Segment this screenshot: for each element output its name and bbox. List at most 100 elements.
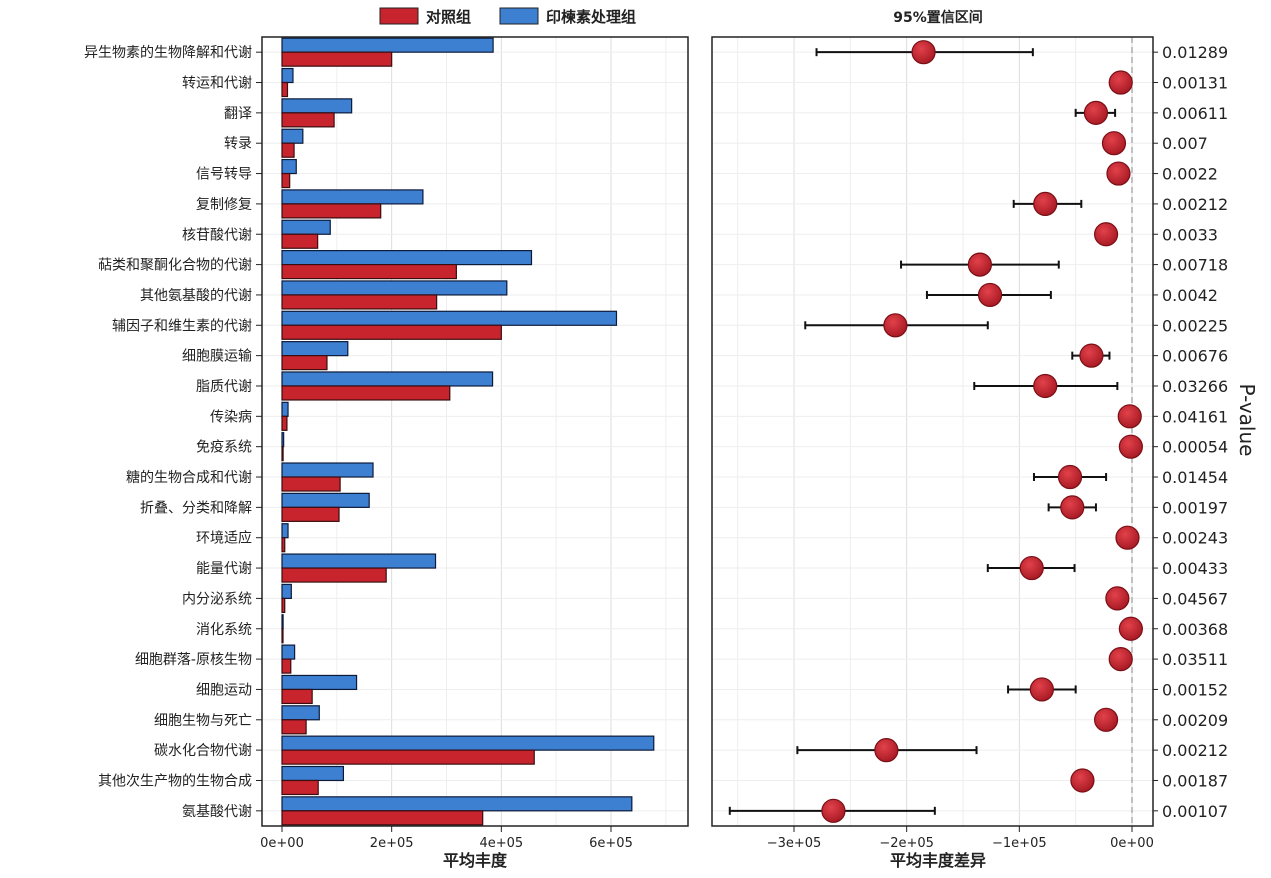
legend-label-control: 对照组 — [426, 8, 471, 26]
category-label: 传染病 — [210, 409, 252, 425]
bar-treatment — [281, 644, 296, 660]
bar-control — [281, 446, 284, 462]
bar-panel: 异生物素的生物降解和代谢转运和代谢翻译转录信号转导复制修复核苷酸代谢萜类和聚酮化… — [84, 36, 689, 870]
bar-x-tick-label: 4e+05 — [479, 836, 523, 851]
ci-mean-point — [1070, 768, 1095, 793]
bar-treatment — [281, 765, 345, 782]
ci-mean-point — [883, 313, 908, 338]
p-value-label: 0.00611 — [1162, 104, 1228, 123]
bar-treatment — [281, 98, 353, 114]
ci-x-tick-label: −1e+05 — [992, 836, 1047, 851]
ci-mean-point — [1033, 191, 1058, 217]
category-label: 细胞群落-原核生物 — [135, 652, 252, 668]
ci-mean-point — [1079, 343, 1104, 368]
p-value-label: 0.00718 — [1162, 256, 1228, 275]
p-value-labels: 0.01289 0.00131 0.00611 0.007 0.0022 0.00212 0… — [1153, 43, 1228, 821]
bar-treatment — [281, 553, 437, 569]
bar-control — [281, 81, 289, 98]
bar-treatment — [281, 189, 424, 205]
bar-treatment — [281, 371, 494, 387]
bar-treatment — [281, 462, 374, 478]
legend-swatch-control — [379, 7, 419, 25]
p-value-label: 0.00676 — [1162, 347, 1228, 366]
bar-treatment — [281, 614, 284, 630]
category-label: 信号转导 — [196, 167, 252, 183]
legend-label-treatment: 印楝素处理组 — [546, 8, 636, 26]
category-label: 辅因子和维生素的代谢 — [112, 318, 252, 334]
ci-x-axis: −3e+05 −2e+05 −1e+05 0e+00 — [767, 826, 1154, 851]
bar-control — [281, 628, 284, 644]
bar-treatment — [281, 310, 618, 326]
bar-treatment — [281, 432, 285, 448]
p-value-label: 0.00433 — [1162, 559, 1228, 578]
category-label: 细胞生物与死亡 — [154, 713, 252, 729]
p-value-label: 0.01454 — [1162, 468, 1228, 487]
bar-control — [281, 385, 451, 401]
ci-mean-point — [1057, 464, 1083, 490]
p-value-label: 0.01289 — [1162, 43, 1228, 62]
ci-mean-point — [967, 252, 993, 277]
p-value-axis-label: P-value — [1235, 384, 1259, 457]
category-label: 核苷酸代谢 — [182, 227, 252, 243]
bar-control — [281, 233, 319, 249]
bar-treatment — [281, 37, 494, 53]
category-label: 能量代谢 — [196, 561, 252, 577]
bar-treatment — [281, 401, 289, 417]
p-value-label: 0.0033 — [1162, 225, 1218, 244]
bar-treatment — [281, 158, 297, 175]
bar-control — [281, 415, 288, 431]
p-value-label: 0.0042 — [1162, 286, 1218, 305]
p-value-label: 0.00054 — [1162, 438, 1228, 457]
ci-mean-point — [1108, 70, 1133, 95]
category-label: 内分泌系统 — [182, 591, 252, 607]
bar-panel-frame — [261, 36, 689, 827]
p-value-label: 0.04161 — [1162, 407, 1228, 426]
ci-x-axis-label: 平均丰度差异 — [890, 851, 986, 870]
bar-control — [281, 112, 335, 128]
bar-control — [281, 142, 295, 158]
p-value-label: 0.00152 — [1162, 680, 1228, 699]
bar-control — [281, 779, 319, 796]
ci-mean-point — [1060, 495, 1085, 520]
bar-control — [281, 355, 328, 371]
category-label: 其他氨基酸的代谢 — [140, 287, 252, 304]
bar-control — [281, 597, 286, 614]
legend-swatch-treatment — [499, 7, 539, 25]
bar-treatment — [281, 796, 633, 812]
bar-treatment — [281, 341, 349, 357]
bar-control — [281, 537, 286, 553]
ci-mean-point — [1105, 586, 1130, 611]
category-label: 复制修复 — [196, 196, 252, 213]
p-value-label: 0.00212 — [1162, 195, 1228, 214]
category-labels: 异生物素的生物降解和代谢转运和代谢翻译转录信号转导复制修复核苷酸代谢萜类和聚酮化… — [84, 45, 262, 820]
bar-x-axis: 0e+00 2e+05 4e+05 6e+05 — [260, 826, 633, 851]
bar-treatment — [281, 523, 289, 539]
p-value-label: 0.00107 — [1162, 802, 1228, 821]
bar-control — [281, 658, 292, 674]
bar-control — [281, 749, 535, 765]
ci-mean-point — [977, 282, 1003, 308]
ci-mean-point — [1093, 222, 1119, 247]
bar-x-tick-label: 0e+00 — [260, 836, 304, 851]
bar-treatment — [281, 280, 508, 296]
ci-x-tick-label: −2e+05 — [879, 836, 934, 851]
bar-control — [281, 294, 438, 310]
bar-control — [281, 567, 387, 583]
ci-panel-title: 95%置信区间 — [893, 9, 983, 26]
category-label: 翻译 — [224, 106, 252, 122]
ci-mean-point — [1118, 616, 1143, 641]
category-label: 脂质代谢 — [196, 379, 252, 395]
legend: 对照组 印楝素处理组 — [379, 7, 636, 26]
bar-control — [281, 203, 382, 219]
category-label: 萜类和聚酮化合物的代谢 — [98, 258, 252, 274]
bar-treatment — [281, 128, 304, 144]
bar-treatment — [281, 735, 655, 751]
category-label: 折叠、分类和降解 — [140, 500, 252, 516]
ci-x-tick-label: −3e+05 — [767, 836, 822, 851]
category-label: 细胞运动 — [196, 682, 252, 698]
bar-control — [281, 688, 313, 705]
bar-control — [281, 172, 291, 189]
bar-treatment — [281, 219, 331, 235]
bar-treatment — [281, 674, 358, 691]
